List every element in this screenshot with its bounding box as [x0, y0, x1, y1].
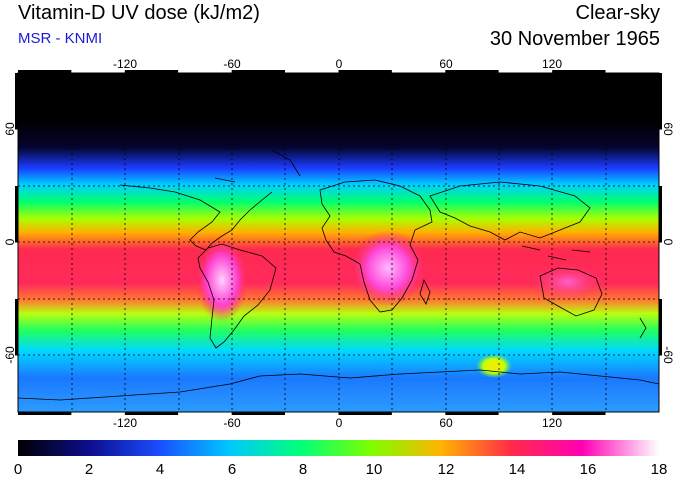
frame-segment-top: [552, 70, 606, 73]
frame-segment-bottom: [231, 412, 286, 415]
frame-segment-right: [659, 73, 662, 130]
lat-label-left-2: 0: [3, 238, 17, 245]
frame-segment-bottom: [71, 412, 125, 415]
colorbar-label-18: 18: [651, 461, 668, 478]
frame-segment-bottom: [178, 412, 232, 415]
frame-segment-top: [285, 70, 339, 73]
frame-segment-top: [231, 70, 286, 73]
colorbar: [18, 440, 659, 456]
lon-label-bottom-5: 120: [542, 416, 562, 430]
colorbar-label-4: 4: [156, 461, 164, 478]
map-title: Vitamin-D UV dose (kJ/m2): [18, 2, 260, 24]
map-frame: [15, 70, 662, 415]
lat-label-right-3: -60: [661, 346, 675, 364]
colorbar-label-6: 6: [228, 461, 236, 478]
frame-segment-bottom: [18, 412, 72, 415]
lat-label-left-1: 60: [3, 122, 17, 136]
lon-label-top-4: 60: [439, 57, 453, 71]
colorbar-label-14: 14: [509, 461, 526, 478]
frame-segment-top: [391, 70, 446, 73]
colorbar-label-10: 10: [366, 461, 383, 478]
antarctic-spot: [476, 354, 512, 378]
colorbar-label-16: 16: [580, 461, 597, 478]
sky-condition-label: Clear-sky: [575, 2, 660, 24]
lon-label-top-3: 0: [336, 57, 343, 71]
frame-segment-bottom: [498, 412, 553, 415]
frame-segment-left: [15, 242, 18, 299]
frame-segment-right: [659, 129, 662, 186]
lat-label-right-2: 0: [661, 239, 675, 246]
frame-segment-bottom: [124, 412, 179, 415]
frame-segment-top: [178, 70, 232, 73]
coastlines: [18, 149, 659, 401]
frame-segment-left: [15, 129, 18, 186]
colorbar-label-0: 0: [14, 461, 22, 478]
frame-segment-bottom: [552, 412, 606, 415]
frame-segment-right: [659, 242, 662, 299]
lon-label-bottom-1: -120: [113, 416, 137, 430]
frame-segment-bottom: [391, 412, 446, 415]
frame-segment-bottom: [338, 412, 392, 415]
colorbar-label-2: 2: [85, 461, 93, 478]
frame-segment-right: [659, 299, 662, 356]
lon-label-top-5: 120: [542, 57, 562, 71]
frame-segment-bottom: [445, 412, 499, 415]
frame-segment-left: [15, 186, 18, 243]
frame-segment-top: [18, 70, 72, 73]
frame-segment-top: [124, 70, 179, 73]
colorbar-label-12: 12: [438, 461, 455, 478]
frame-segment-left: [15, 299, 18, 356]
frame-segment-top: [338, 70, 392, 73]
lon-label-bottom-3: 0: [336, 416, 343, 430]
frame-segment-right: [659, 355, 662, 412]
frame-segment-left: [15, 73, 18, 130]
lat-label-right-1: 60: [661, 122, 675, 136]
frame-segment-bottom: [605, 412, 659, 415]
lon-label-top-1: -120: [113, 57, 137, 71]
map-border: [17, 72, 660, 413]
frame-segment-top: [605, 70, 659, 73]
frame-segment-bottom: [285, 412, 339, 415]
hotspot-south-america: [196, 238, 248, 322]
lon-label-bottom-4: 60: [439, 416, 453, 430]
lon-label-top-2: -60: [223, 57, 241, 71]
source-label: MSR - KNMI: [18, 30, 103, 47]
uv-field: [18, 73, 659, 412]
lat-label-left-3: -60: [3, 346, 17, 364]
frame-segment-top: [71, 70, 125, 73]
frame-segment-top: [498, 70, 553, 73]
hotspot-africa: [350, 230, 426, 306]
graticule: [18, 73, 659, 412]
frame-segment-right: [659, 186, 662, 243]
lon-label-bottom-2: -60: [223, 416, 241, 430]
frame-segment-top: [445, 70, 499, 73]
frame-segment-left: [15, 355, 18, 412]
colorbar-label-8: 8: [299, 461, 307, 478]
date-label: 30 November 1965: [489, 28, 660, 50]
hotspot-australia: [528, 262, 608, 302]
